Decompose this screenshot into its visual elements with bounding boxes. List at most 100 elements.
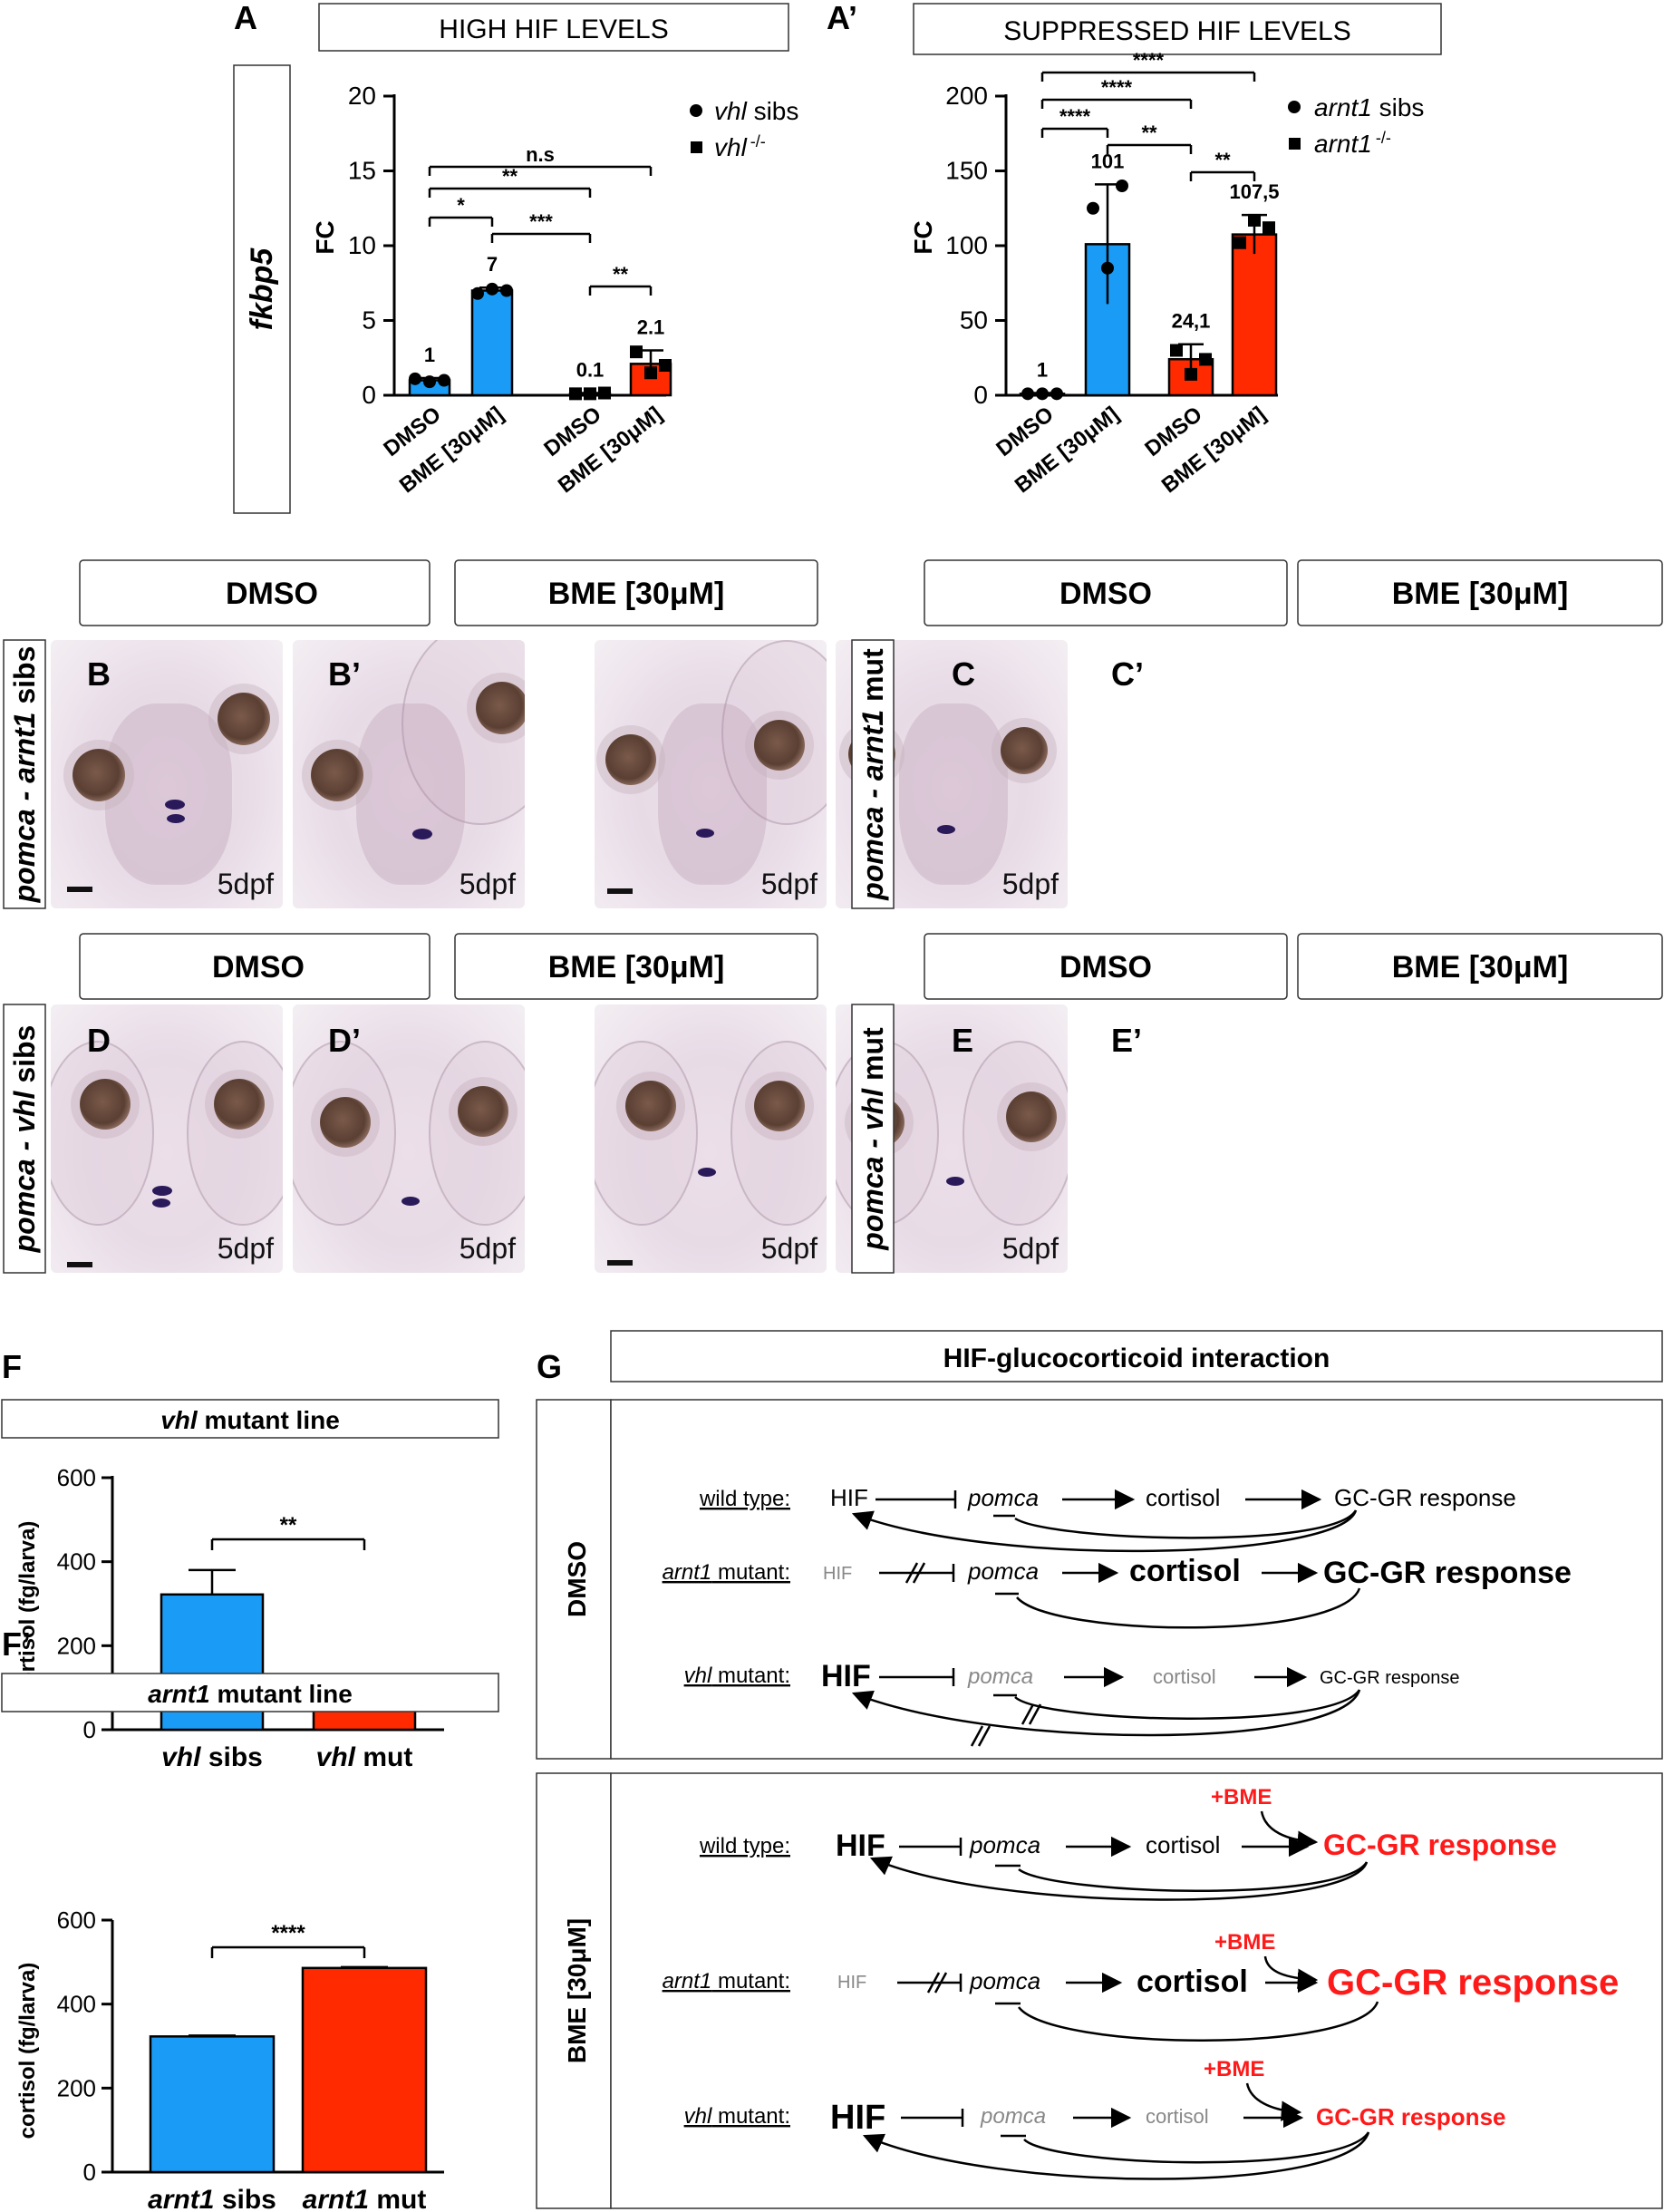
- node-bme: +BME: [1204, 2057, 1264, 2081]
- x-tick-label: arnt1 mut: [303, 2185, 427, 2212]
- age-label: 5dpf: [760, 1232, 817, 1265]
- panel-letter-B2: B’: [328, 655, 361, 693]
- pathway-label: arnt1 mutant:: [663, 1560, 790, 1585]
- panel-letter-E: E: [952, 1022, 973, 1059]
- y-tick-label: 400: [57, 1991, 96, 2018]
- pathway-bme-wild-type: wild type: HIF pomca cortisol GC-GR resp…: [699, 1785, 1557, 1901]
- panel-letter-A: A: [234, 0, 257, 36]
- panel-letter-E2: E’: [1111, 1022, 1142, 1059]
- photo-D2: 5dpf: [293, 1004, 525, 1273]
- data-point: [438, 374, 450, 387]
- node-gcgr: GC-GR response: [1327, 1963, 1619, 2003]
- panel-letter-D2: D’: [328, 1022, 361, 1059]
- column-header-dmso: DMSO: [212, 950, 305, 985]
- data-point: [598, 386, 611, 400]
- value-label: 24,1: [1172, 310, 1211, 333]
- photo-C: 5dpf: [595, 640, 827, 908]
- data-point: [1263, 221, 1275, 235]
- significance-label: **: [502, 165, 518, 188]
- panel-letter-C: C: [952, 655, 975, 693]
- y-tick-label: 0: [973, 381, 988, 409]
- significance-label: **: [613, 263, 629, 286]
- pathway-dmso-arnt1: arnt1 mutant: HIF pomca cortisol GC-GR r…: [663, 1554, 1572, 1629]
- significance-label: **: [1214, 149, 1231, 171]
- data-point: [1199, 353, 1212, 366]
- node-gcgr: GC-GR response: [1334, 1484, 1516, 1511]
- pathway-label: vhl mutant:: [684, 1664, 790, 1688]
- legend-entry-vhl-mut: vhl -/-: [714, 132, 766, 161]
- node-bme: +BME: [1214, 1930, 1275, 1955]
- y-tick-label: 50: [960, 306, 988, 335]
- panel-letter-G: G: [537, 1348, 562, 1385]
- y-tick-label: 400: [57, 1548, 96, 1576]
- significance-label: ****: [1059, 105, 1091, 128]
- column-header-dmso: DMSO: [1059, 950, 1152, 985]
- pathway-label: arnt1 mutant:: [663, 1969, 790, 1994]
- chart-F2: arnt1 mutant line cortisol (fg/larva) 0 2…: [1, 1673, 499, 2212]
- legend-marker-circle: [690, 104, 702, 117]
- x-tick-label: vhl sibs: [161, 1742, 263, 1772]
- legend-entry-arnt1-sibs: arnt1 sibs: [1314, 93, 1424, 121]
- panel-letter-F2: F’: [2, 1625, 31, 1663]
- y-tick-label: 5: [362, 306, 376, 335]
- x-tick-label: vhl mut: [316, 1742, 413, 1772]
- pathway-bme-vhl: vhl mutant: HIF pomca cortisol GC-GR res…: [684, 2057, 1506, 2180]
- age-label: 5dpf: [1001, 868, 1059, 900]
- data-point: [486, 282, 498, 296]
- y-tick-label: 200: [57, 2074, 96, 2101]
- age-label: 5dpf: [217, 1232, 274, 1265]
- node-gcgr: GC-GR response: [1323, 1829, 1557, 1861]
- node-gcgr: GC-GR response: [1320, 1668, 1460, 1688]
- node-cortisol: cortisol: [1146, 1831, 1220, 1858]
- node-pomca: pomca: [980, 2104, 1046, 2129]
- value-label: 1: [424, 344, 435, 366]
- significance-label: **: [280, 1513, 297, 1538]
- legend-entry-arnt1-mut: arnt1 -/-: [1314, 129, 1391, 158]
- chart-A2: SUPPRESSED HIF LEVELS FC 0 50 100 150 200 1 1…: [909, 3, 1442, 498]
- node-bme: +BME: [1211, 1785, 1272, 1809]
- chart-A: HIGH HIF LEVELS fkbp5 FC 0 5 10 15 20 1 7 0.1 2…: [233, 3, 798, 514]
- data-point: [1036, 387, 1049, 401]
- column-header-dmso: DMSO: [226, 577, 318, 611]
- panel-letter-B: B: [87, 655, 111, 693]
- chart-A2-legend: arnt1 sibs arnt1 -/-: [1288, 93, 1424, 158]
- photo-E: 5dpf: [595, 1004, 827, 1273]
- chart-A-gene-label: fkbp5: [245, 247, 279, 331]
- panel-letter-A2: A’: [827, 0, 857, 36]
- y-tick-label: 0: [83, 2159, 96, 2186]
- y-tick-label: 20: [348, 82, 376, 110]
- data-point: [423, 375, 436, 389]
- column-header-dmso: DMSO: [1059, 577, 1152, 611]
- significance-label: ***: [529, 210, 553, 233]
- node-gcgr: GC-GR response: [1323, 1556, 1572, 1590]
- data-point: [1101, 261, 1114, 275]
- significance-label: ****: [1133, 49, 1165, 72]
- data-point: [1170, 344, 1183, 357]
- pathway-label: wild type:: [699, 1487, 790, 1511]
- node-cortisol: cortisol: [1146, 2105, 1209, 2128]
- age-label: 5dpf: [459, 1232, 516, 1265]
- row-label-D: pomca - vhl sibs: [8, 1025, 41, 1254]
- y-tick-label: 150: [945, 157, 988, 185]
- data-point: [1248, 213, 1261, 227]
- row-label-C: pomca - arnt1 mut: [856, 648, 889, 901]
- significance-label: n.s: [526, 143, 555, 166]
- data-point: [1233, 236, 1246, 249]
- pathway-bme-arnt1: arnt1 mutant: HIF pomca cortisol GC-GR r…: [663, 1930, 1619, 2042]
- pathway-label: vhl mutant:: [684, 2104, 790, 2129]
- node-gcgr: GC-GR response: [1316, 2103, 1506, 2130]
- photo-D: 5dpf: [51, 1004, 283, 1273]
- node-pomca: pomca: [967, 1664, 1033, 1689]
- node-cortisol: cortisol: [1129, 1554, 1241, 1588]
- significance-label: ****: [271, 1921, 305, 1945]
- data-point: [1021, 387, 1034, 401]
- chart-A-header: HIGH HIF LEVELS: [439, 15, 668, 44]
- data-point: [659, 359, 672, 372]
- image-column-headers: DMSO BME [30μM] DMSO BME [30μM] DMSO BME…: [79, 559, 1663, 1000]
- data-point: [1050, 387, 1063, 401]
- column-header-bme: BME [30μM]: [1392, 950, 1569, 985]
- bar: [470, 289, 514, 397]
- significance-label: *: [457, 194, 465, 217]
- pathway-dmso-vhl: vhl mutant: HIF pomca cortisol GC-GR res…: [684, 1659, 1460, 1747]
- node-hif: HIF: [836, 1829, 885, 1863]
